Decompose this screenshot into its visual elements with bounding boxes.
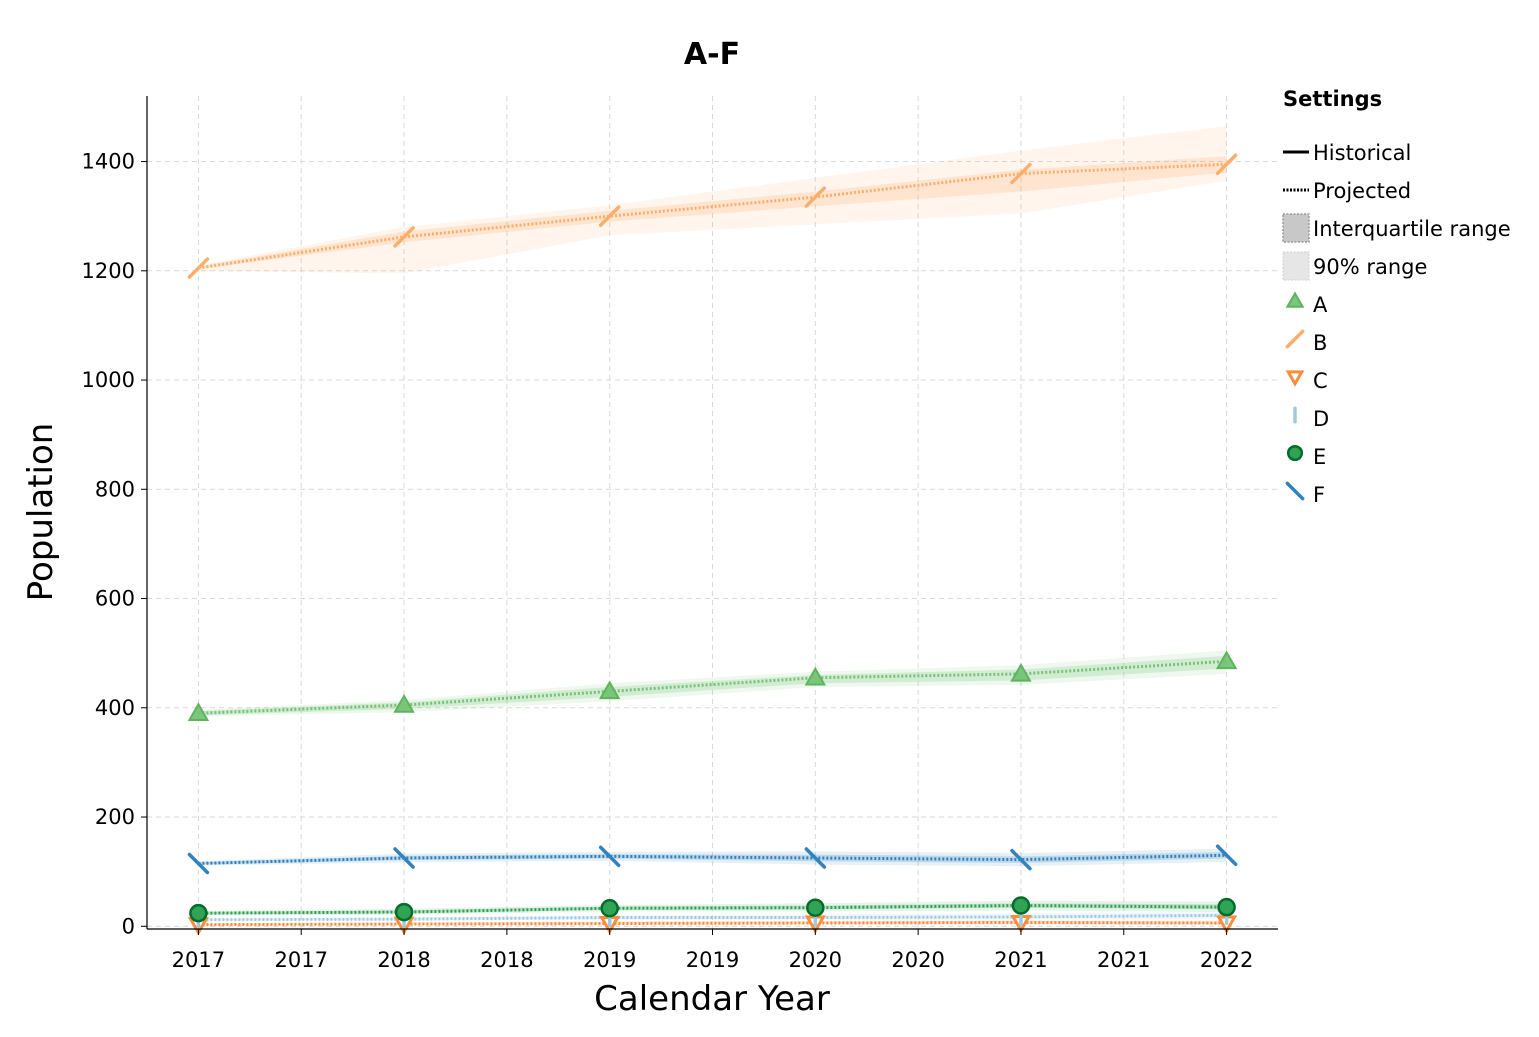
legend-marker-c	[1285, 370, 1305, 387]
range-bands	[198, 126, 1227, 926]
x-tick-label: 2021	[994, 948, 1047, 972]
x-tick-label: 2018	[480, 948, 533, 972]
series-e-line	[198, 904, 1227, 915]
series-a-point	[1010, 662, 1032, 682]
series-e-point	[806, 898, 825, 917]
legend-marker-f	[1285, 481, 1305, 501]
legend-item-series-b: B	[1285, 329, 1327, 355]
series-f-point	[393, 847, 415, 869]
legend-item-dotted-line: Projected	[1283, 179, 1411, 203]
series-f-iqr	[198, 851, 1227, 865]
series-b-line	[198, 162, 1227, 270]
legend-label: Projected	[1313, 179, 1411, 203]
x-tick-label: 2021	[1097, 948, 1150, 972]
series-a-point	[1215, 650, 1238, 670]
series-f-point	[187, 852, 210, 875]
series-e-point	[600, 898, 619, 918]
x-tick-label: 2022	[1200, 948, 1253, 972]
series-b-90-range	[198, 126, 1227, 274]
series-b-point	[1215, 153, 1238, 176]
x-tick-label: 2020	[891, 948, 944, 972]
series-b-point	[804, 186, 827, 208]
y-tick-label: 1000	[82, 368, 135, 392]
legend-item-solid-line: Historical	[1283, 141, 1411, 165]
x-tick-label: 2019	[583, 948, 636, 972]
series-e-point	[189, 903, 208, 923]
series-b-iqr	[198, 156, 1227, 270]
iqr-swatch	[1282, 213, 1310, 243]
y-tick-label: 1200	[82, 259, 135, 283]
x-tick-label: 2017	[172, 948, 225, 972]
series-c-line	[198, 920, 1227, 927]
y-tick-label: 0	[122, 914, 135, 938]
series-b-point	[393, 226, 415, 248]
series-d-line	[198, 913, 1227, 922]
x-tick-label: 2017	[275, 948, 328, 972]
series-a-line	[198, 659, 1227, 715]
legend-marker-a	[1285, 291, 1305, 308]
legend-item-range-box: 90% range	[1282, 251, 1427, 281]
legend-label: Interquartile range	[1313, 217, 1511, 241]
legend-label: 90% range	[1313, 255, 1427, 279]
x-tick-label: 2019	[686, 948, 739, 972]
legend-item-iqr-box: Interquartile range	[1282, 213, 1511, 243]
y-tick-label: 400	[95, 696, 135, 720]
series-f-point	[598, 845, 621, 868]
series-lines	[198, 162, 1227, 927]
y-tick-label: 1400	[82, 150, 135, 174]
x-tick-label: 2020	[789, 948, 842, 972]
x-axis-label: Calendar Year	[594, 979, 830, 1019]
series-b-point	[187, 257, 210, 279]
series-a-point	[804, 666, 827, 686]
series-f-point	[1010, 848, 1032, 871]
series-e-point	[1217, 897, 1236, 917]
legend: Settings Historical Projected Interquartil…	[1282, 87, 1511, 507]
legend-item-series-a: A	[1285, 291, 1328, 317]
legend-item-series-e: E	[1286, 444, 1326, 469]
legend-label: C	[1313, 369, 1328, 393]
series-f-90-range	[198, 848, 1227, 867]
series-f-line	[198, 853, 1227, 865]
series-a-90-range	[198, 650, 1227, 717]
series-b-point	[1010, 162, 1032, 185]
x-tick-label: 2018	[377, 948, 430, 972]
legend-item-series-c: C	[1285, 369, 1328, 393]
series-f-point	[1215, 844, 1238, 867]
y-tick-label: 200	[95, 805, 135, 829]
legend-label: D	[1313, 407, 1329, 431]
series-a-point	[187, 702, 210, 721]
legend-item-series-d: D	[1293, 406, 1329, 431]
y-tick-label: 600	[95, 587, 135, 611]
legend-label: B	[1313, 331, 1327, 355]
range-swatch	[1282, 251, 1310, 281]
y-axis-label: Population	[21, 423, 61, 602]
legend-label: A	[1313, 293, 1328, 317]
axes: 2017 2017 2018 2018 2019 2019 2020 2020 2021 2021…	[82, 96, 1278, 972]
legend-label: Historical	[1313, 141, 1411, 165]
series-b-point	[598, 205, 621, 227]
series-e-point	[394, 902, 414, 922]
series-f-point	[804, 847, 827, 869]
legend-marker-b	[1285, 329, 1305, 349]
series-e-point	[1011, 896, 1031, 915]
y-tick-label: 800	[95, 477, 135, 501]
series-a-point	[598, 680, 621, 700]
legend-item-series-f: F	[1285, 481, 1325, 507]
legend-title: Settings	[1283, 87, 1382, 111]
series-markers	[187, 153, 1238, 936]
legend-marker-e	[1286, 444, 1304, 462]
legend-label: F	[1313, 483, 1325, 507]
legend-label: E	[1313, 445, 1326, 469]
chart-title: A-F	[684, 37, 740, 72]
series-a-point	[393, 694, 415, 713]
